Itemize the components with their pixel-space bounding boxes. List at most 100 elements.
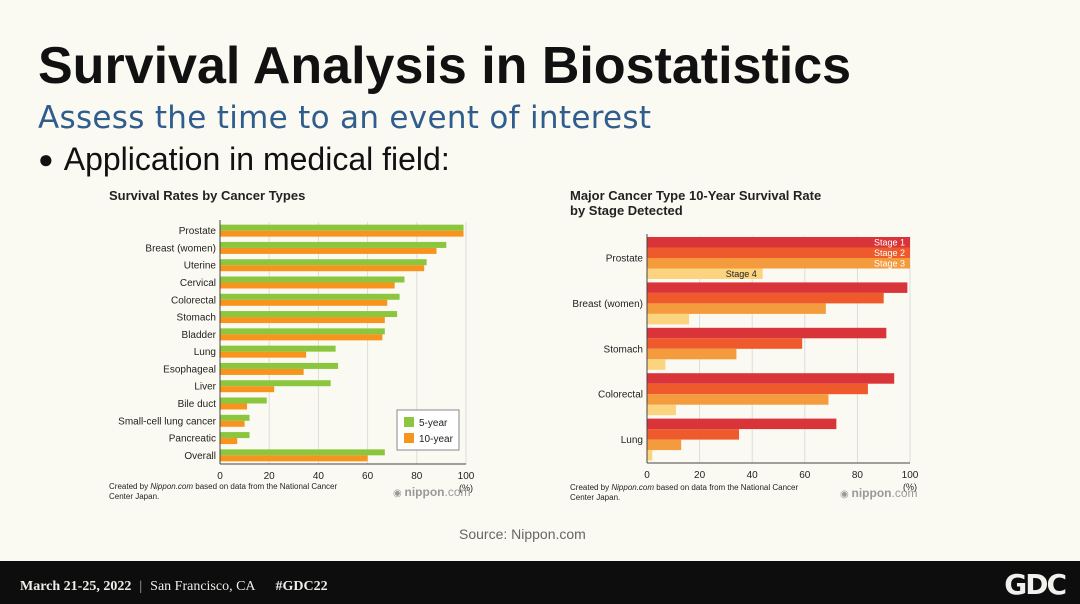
credit-text-line2: Center Japan. xyxy=(109,492,159,501)
slide-title: Survival Analysis in Biostatistics xyxy=(38,37,852,95)
footer-text: March 21-25, 2022 | San Francisco, CA #GDC2… xyxy=(20,579,328,595)
bar-stage-4 xyxy=(647,268,763,279)
credit-source: Nippon.com xyxy=(611,483,654,492)
credit-source: Nippon.com xyxy=(150,482,193,491)
bullet-dot-icon: ● xyxy=(38,144,54,174)
bullet-text: Application in medical field: xyxy=(63,141,450,177)
bar-stage-2 xyxy=(647,247,910,258)
category-label: Pancreatic xyxy=(169,434,216,445)
bar-10-year xyxy=(220,334,383,341)
category-label: Prostate xyxy=(606,254,644,265)
bar-stage-1 xyxy=(647,237,910,248)
x-tick-label: 80 xyxy=(852,470,864,481)
bar-10-year xyxy=(220,455,368,462)
bar-10-year xyxy=(220,299,388,306)
bar-stage-2 xyxy=(647,338,803,349)
bar-stage-2 xyxy=(647,383,868,395)
bar-5-year xyxy=(220,328,385,335)
category-label: Small-cell lung cancer xyxy=(118,416,216,427)
bar-10-year xyxy=(220,317,385,324)
chart-title-line1: Major Cancer Type 10-Year Survival Rate xyxy=(570,188,821,203)
credit-part: Created by xyxy=(109,482,150,491)
bar-5-year xyxy=(220,345,336,352)
category-label: Cervical xyxy=(180,278,216,289)
bar-10-year xyxy=(220,265,425,272)
category-label: Breast (women) xyxy=(572,299,643,310)
category-label: Colorectal xyxy=(598,390,643,401)
footer-bar: March 21-25, 2022 | San Francisco, CA #GDC2… xyxy=(0,561,1080,604)
category-label: Breast (women) xyxy=(145,243,216,254)
bar-stage-4 xyxy=(647,313,690,325)
bar-5-year xyxy=(220,224,464,231)
bar-stage-3 xyxy=(647,258,910,269)
chart-title: Survival Rates by Cancer Types xyxy=(109,188,305,203)
chart-title-line2: by Stage Detected xyxy=(570,203,683,218)
category-label: Overall xyxy=(184,451,216,462)
x-tick-label: 0 xyxy=(644,470,650,481)
bar-10-year xyxy=(220,438,238,445)
bar-stage-4 xyxy=(647,359,666,370)
legend-label-5-year: 5-year xyxy=(419,418,448,429)
bar-stage-3 xyxy=(647,348,737,360)
bar-5-year xyxy=(220,414,250,421)
x-axis-unit: (%) xyxy=(459,483,473,493)
nippon-watermark: ◉ nippon.com xyxy=(840,486,918,500)
x-tick-label: 100 xyxy=(902,470,919,481)
bullet-point: ● Application in medical field: xyxy=(38,141,450,178)
bar-stage-2 xyxy=(647,292,884,304)
category-label: Liver xyxy=(194,382,216,393)
nippon-dot-icon: ◉ xyxy=(840,489,852,500)
nippon-domain: .com xyxy=(892,486,918,500)
credit-part: based on data from the National Cancer xyxy=(193,482,337,491)
category-label: Colorectal xyxy=(171,295,216,306)
bar-10-year xyxy=(220,386,275,393)
legend-swatch-5-year xyxy=(404,417,414,427)
bar-10-year xyxy=(220,403,248,410)
footer-separator: | xyxy=(139,579,143,594)
slide-subtitle: Assess the time to an event of interest xyxy=(38,100,652,136)
stage-label: Stage 1 xyxy=(874,238,905,248)
bar-5-year xyxy=(220,397,267,404)
bar-5-year xyxy=(220,432,250,439)
bar-stage-3 xyxy=(647,394,829,405)
bar-10-year xyxy=(220,368,304,375)
x-tick-label: 80 xyxy=(411,471,423,482)
bar-stage-4 xyxy=(647,404,676,416)
gdc-logo: GDC xyxy=(1004,568,1067,601)
category-label: Bile duct xyxy=(178,399,217,410)
category-label: Esophageal xyxy=(163,364,216,375)
bar-10-year xyxy=(220,351,307,358)
x-axis-unit: (%) xyxy=(903,482,917,492)
bar-5-year xyxy=(220,241,447,248)
legend-label-10-year: 10-year xyxy=(419,434,454,445)
stage-survival-chart: Major Cancer Type 10-Year Survival Rateb… xyxy=(570,188,919,502)
x-tick-label: 20 xyxy=(264,471,276,482)
footer-location: San Francisco, CA xyxy=(150,579,256,594)
category-label: Stomach xyxy=(604,344,643,355)
x-tick-label: 60 xyxy=(362,471,374,482)
x-tick-label: 20 xyxy=(694,470,706,481)
stage-label: Stage 2 xyxy=(874,248,905,258)
footer-hashtag: #GDC22 xyxy=(275,579,328,594)
stage-label: Stage 3 xyxy=(874,259,905,269)
category-label: Lung xyxy=(194,347,216,358)
x-tick-label: 60 xyxy=(799,470,811,481)
x-tick-label: 0 xyxy=(217,471,223,482)
bar-stage-1 xyxy=(647,418,837,430)
credit-text-line2: Center Japan. xyxy=(570,493,620,502)
credit-text: Created by Nippon.com based on data from… xyxy=(570,483,798,492)
nippon-watermark: ◉ nippon.com xyxy=(393,485,471,499)
bar-5-year xyxy=(220,311,398,318)
legend-swatch-10-year xyxy=(404,433,414,443)
category-label: Bladder xyxy=(182,330,217,341)
bar-5-year xyxy=(220,449,385,456)
bar-stage-3 xyxy=(647,439,682,451)
category-label: Prostate xyxy=(179,226,217,237)
x-tick-label: 40 xyxy=(313,471,325,482)
bar-5-year xyxy=(220,276,405,283)
bar-5-year xyxy=(220,293,400,300)
category-label: Stomach xyxy=(177,313,216,324)
bar-stage-1 xyxy=(647,282,908,293)
bar-10-year xyxy=(220,282,395,289)
bar-5-year xyxy=(220,259,427,266)
